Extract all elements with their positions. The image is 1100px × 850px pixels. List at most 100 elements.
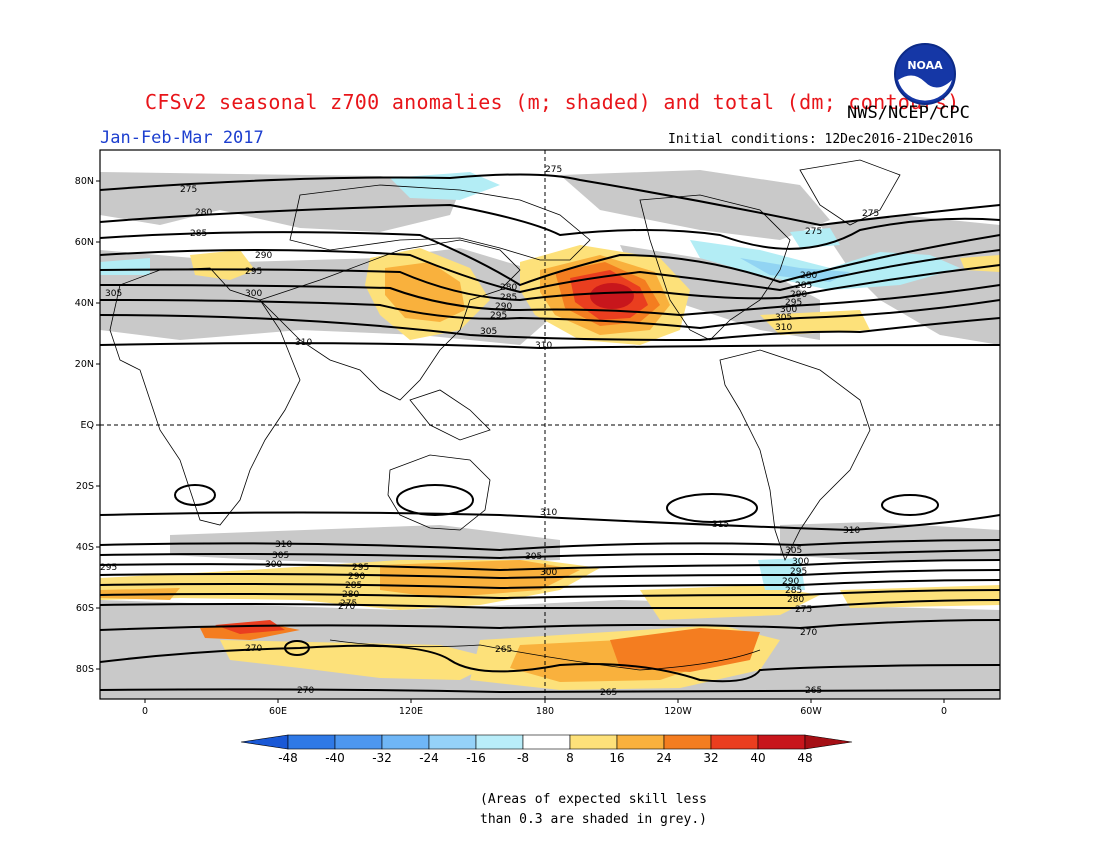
contour-label: 300 [792, 557, 809, 567]
contour-label: 315 [712, 520, 729, 530]
skill-note-line2: than 0.3 are shaded in grey.) [480, 812, 707, 827]
lon-label: 180 [536, 706, 554, 717]
contour-label: 310 [843, 526, 860, 536]
colorbar-label: 24 [656, 751, 671, 765]
lat-label: 20S [76, 481, 94, 492]
colorbar-label: 8 [566, 751, 574, 765]
contour-label: 275 [180, 185, 197, 195]
lat-label: EQ [81, 420, 94, 431]
contour-label: 305 [480, 327, 497, 337]
colorbar-swatch [428, 734, 477, 750]
colorbar-label: -24 [419, 751, 439, 765]
contour-label: 290 [348, 572, 365, 582]
contour-label: 265 [495, 645, 512, 655]
contour-label: 280 [500, 283, 517, 293]
contour-label: 305 [525, 552, 542, 562]
colorbar-swatch [522, 734, 571, 750]
contour-label: 285 [785, 586, 802, 596]
contour-label: 275 [805, 227, 822, 237]
contour-labels: 275 280 285 290 295 300 305 310 275 280 … [100, 165, 879, 698]
noaa-logo-text: NOAA [907, 59, 943, 72]
colorbar-right-arrow [804, 734, 853, 750]
colorbar-label: -8 [517, 751, 529, 765]
contour-label: 300 [265, 560, 282, 570]
lat-label: 80N [75, 176, 94, 187]
contour-label: 275 [862, 209, 879, 219]
longitude-labels: 0 60E 120E 180 120W 60W 0 [142, 706, 947, 717]
contour-label: 310 [535, 341, 552, 351]
colorbar-label: -40 [325, 751, 345, 765]
contour-label: 305 [105, 289, 122, 299]
lat-label: 80S [76, 664, 94, 675]
contour-label: 275 [340, 599, 357, 609]
contour-label: 290 [790, 290, 807, 300]
colorbar-label: 16 [609, 751, 624, 765]
contour-label: 270 [245, 644, 262, 654]
contour-label: 305 [775, 313, 792, 323]
colorbar-swatch [287, 734, 336, 750]
lon-label: 0 [941, 706, 947, 717]
contour-label: 290 [782, 577, 799, 587]
colorbar: -48 -40 -32 -24 -16 -8 8 16 24 32 40 48 [240, 734, 853, 765]
lat-label: 40N [75, 298, 94, 309]
season-label: Jan-Feb-Mar 2017 [100, 128, 264, 148]
lat-label: 60S [76, 603, 94, 614]
colorbar-label: -16 [466, 751, 486, 765]
contour-label: 295 [245, 267, 262, 277]
contour-label: 285 [190, 229, 207, 239]
colorbar-swatch [616, 734, 665, 750]
lat-label: 20N [75, 359, 94, 370]
lat-label: 60N [75, 237, 94, 248]
contour-label: 275 [545, 165, 562, 175]
contour-label: 275 [795, 605, 812, 615]
noaa-logo: NOAA [894, 43, 956, 105]
colorbar-label: 32 [703, 751, 718, 765]
lat-label: 40S [76, 542, 94, 553]
contour-label: 295 [100, 563, 117, 573]
lon-label: 60E [269, 706, 287, 717]
colorbar-swatch [569, 734, 618, 750]
contour-label: 300 [780, 305, 797, 315]
colorbar-label: 48 [797, 751, 812, 765]
contour-label: 310 [540, 508, 557, 518]
contour-label: 280 [800, 271, 817, 281]
contour-label: 280 [195, 208, 212, 218]
contour-label: 270 [338, 602, 355, 612]
contour-label: 290 [255, 251, 272, 261]
colorbar-label: 40 [750, 751, 765, 765]
contour-label: 265 [600, 688, 617, 698]
colorbar-swatch [710, 734, 759, 750]
colorbar-swatch [663, 734, 712, 750]
contour-label: 300 [245, 289, 262, 299]
height-contours [100, 173, 1000, 694]
contour-label: 305 [785, 546, 802, 556]
contour-label: 295 [352, 563, 369, 573]
contour-label: 270 [297, 686, 314, 696]
chart-title: CFSv2 seasonal z700 anomalies (m; shaded… [145, 90, 960, 114]
contour-label: 285 [795, 281, 812, 291]
contour-label: 295 [785, 298, 802, 308]
contour-label: 300 [540, 568, 557, 578]
colorbar-left-arrow [240, 734, 289, 750]
contour-label: 295 [490, 311, 507, 321]
contour-label: 310 [295, 338, 312, 348]
contour-label: 270 [800, 628, 817, 638]
contour-label: 280 [342, 590, 359, 600]
agency-label: NWS/NCEP/CPC [847, 103, 970, 123]
colorbar-swatch [381, 734, 430, 750]
latitude-labels: 80N 60N 40N 20N EQ 20S 40S 60S 80S [75, 176, 94, 675]
contour-label: 295 [790, 567, 807, 577]
lon-label: 120W [664, 706, 692, 717]
contour-label: 285 [500, 293, 517, 303]
lon-label: 120E [399, 706, 423, 717]
colorbar-swatch [475, 734, 524, 750]
lon-label: 0 [142, 706, 148, 717]
lon-label: 60W [800, 706, 822, 717]
colorbar-swatch [757, 734, 806, 750]
contour-label: 285 [345, 581, 362, 591]
colorbar-label: -32 [372, 751, 392, 765]
contour-label: 310 [775, 323, 792, 333]
colorbar-swatch [334, 734, 383, 750]
initial-conditions-label: Initial conditions: 12Dec2016-21Dec2016 [668, 132, 974, 147]
